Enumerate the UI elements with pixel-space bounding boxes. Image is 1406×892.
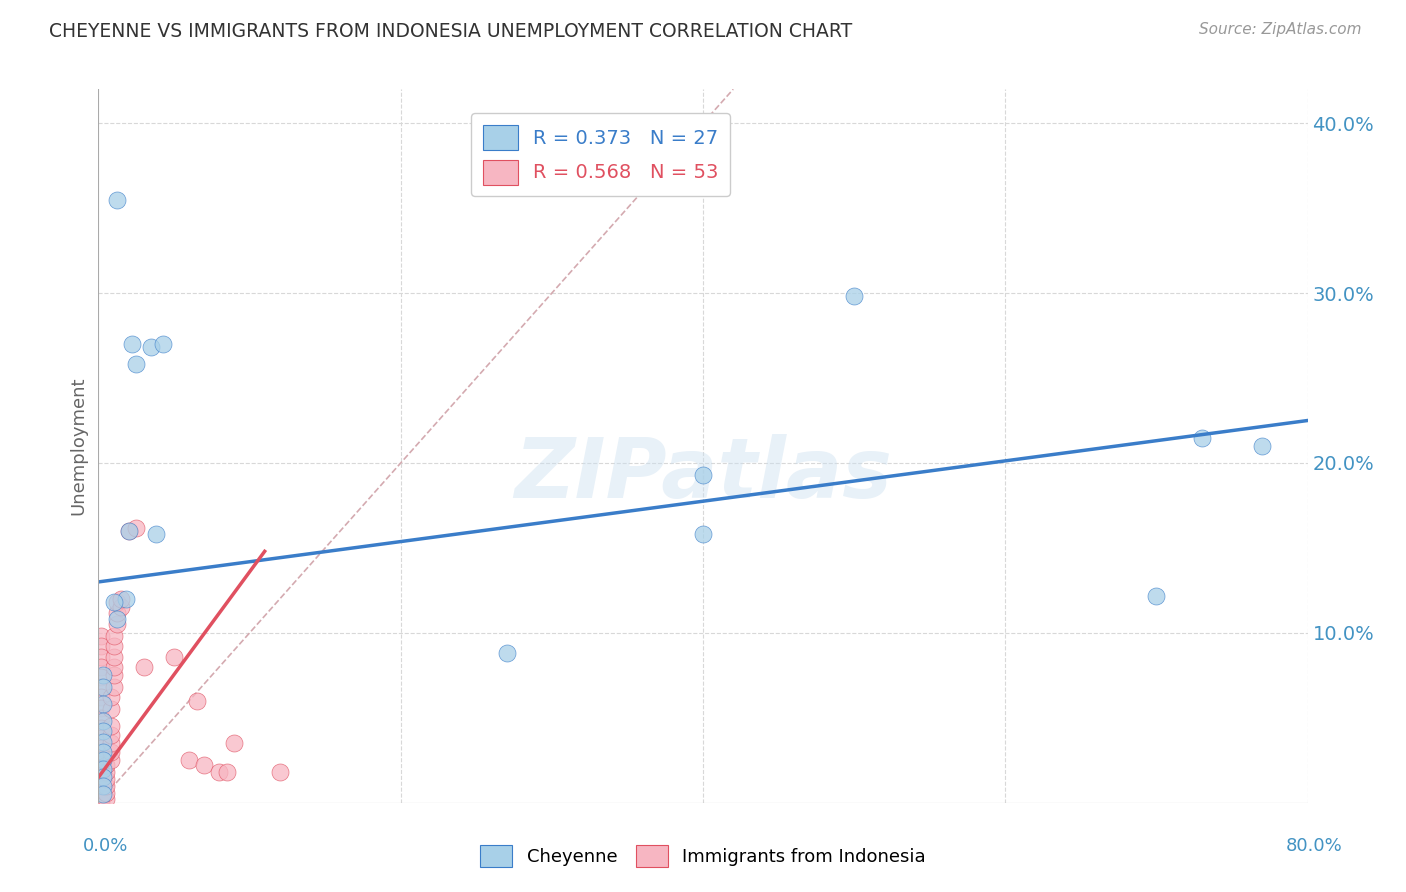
Point <box>90 782 112 797</box>
Point <box>91 787 114 801</box>
Point <box>100 736 122 750</box>
Point <box>208 765 231 780</box>
Point <box>215 765 238 780</box>
Point <box>90 690 112 705</box>
Point <box>103 595 125 609</box>
Point <box>91 734 114 748</box>
Point <box>114 591 136 606</box>
Point <box>90 731 112 746</box>
Point <box>103 629 125 643</box>
Point <box>105 595 128 609</box>
Point <box>692 467 714 482</box>
Point <box>163 649 186 664</box>
Point <box>118 524 141 538</box>
Point <box>125 358 148 372</box>
Legend: R = 0.373   N = 27, R = 0.568   N = 53: R = 0.373 N = 27, R = 0.568 N = 53 <box>471 113 730 196</box>
Point <box>94 758 117 772</box>
Point <box>90 751 112 765</box>
Point <box>1144 589 1167 603</box>
Point <box>105 193 128 207</box>
Point <box>91 779 114 793</box>
Point <box>90 796 112 810</box>
Point <box>103 680 125 694</box>
Text: 0.0%: 0.0% <box>83 837 128 855</box>
Point <box>125 520 148 534</box>
Point <box>90 640 112 654</box>
Point <box>90 721 112 735</box>
Point <box>121 337 143 351</box>
Point <box>91 668 114 682</box>
Point <box>91 724 114 739</box>
Point <box>90 629 112 643</box>
Point <box>103 668 125 682</box>
Text: Source: ZipAtlas.com: Source: ZipAtlas.com <box>1198 22 1361 37</box>
Point <box>100 745 122 759</box>
Point <box>110 591 132 606</box>
Point <box>118 524 141 538</box>
Point <box>91 753 114 767</box>
Point <box>100 719 122 733</box>
Point <box>110 600 132 615</box>
Point <box>145 527 167 541</box>
Point <box>90 790 112 805</box>
Point <box>94 772 117 786</box>
Legend: Cheyenne, Immigrants from Indonesia: Cheyenne, Immigrants from Indonesia <box>472 838 934 874</box>
Point <box>100 702 122 716</box>
Point <box>186 694 208 708</box>
Point <box>100 728 122 742</box>
Point <box>91 745 114 759</box>
Point <box>692 527 714 541</box>
Y-axis label: Unemployment: Unemployment <box>69 376 87 516</box>
Point <box>94 779 117 793</box>
Point <box>91 698 114 712</box>
Point <box>844 289 866 303</box>
Point <box>90 772 112 786</box>
Point <box>91 770 114 784</box>
Point <box>132 660 155 674</box>
Text: 80.0%: 80.0% <box>1286 837 1343 855</box>
Point <box>495 646 517 660</box>
Point <box>91 680 114 694</box>
Point <box>90 670 112 684</box>
Point <box>103 660 125 674</box>
Point <box>90 711 112 725</box>
Text: ZIPatlas: ZIPatlas <box>515 434 891 515</box>
Point <box>1191 430 1213 444</box>
Point <box>193 758 215 772</box>
Point <box>141 341 163 355</box>
Point <box>100 690 122 705</box>
Point <box>90 680 112 694</box>
Point <box>90 649 112 664</box>
Point <box>90 660 112 674</box>
Text: CHEYENNE VS IMMIGRANTS FROM INDONESIA UNEMPLOYMENT CORRELATION CHART: CHEYENNE VS IMMIGRANTS FROM INDONESIA UN… <box>49 22 852 41</box>
Point <box>94 765 117 780</box>
Point <box>224 736 246 750</box>
Point <box>103 640 125 654</box>
Point <box>90 700 112 714</box>
Point <box>91 762 114 776</box>
Point <box>94 792 117 806</box>
Point <box>105 612 128 626</box>
Point <box>269 765 291 780</box>
Point <box>1251 439 1274 453</box>
Point <box>91 714 114 729</box>
Point <box>100 753 122 767</box>
Point <box>105 606 128 620</box>
Point <box>90 762 112 776</box>
Point <box>103 649 125 664</box>
Point <box>105 617 128 632</box>
Point <box>94 786 117 800</box>
Point <box>90 741 112 756</box>
Point <box>152 337 174 351</box>
Point <box>179 753 201 767</box>
